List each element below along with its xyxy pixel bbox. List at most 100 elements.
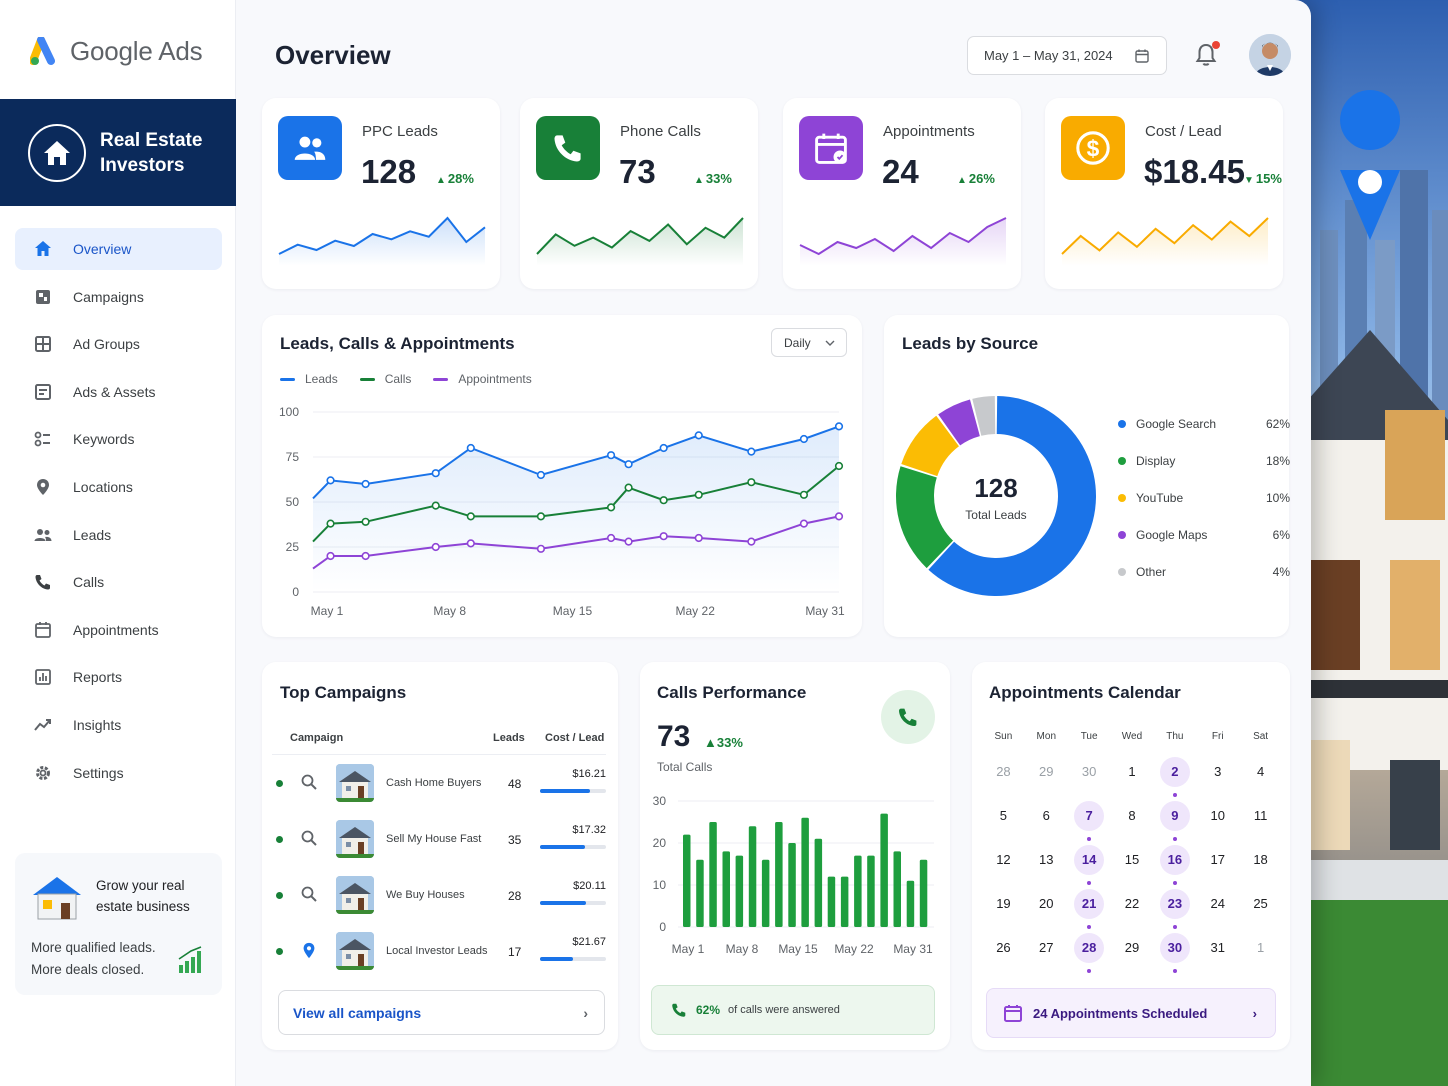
sidebar-item-ad-groups[interactable]: Ad Groups bbox=[15, 323, 222, 365]
user-avatar[interactable] bbox=[1249, 34, 1291, 76]
calendar-day[interactable]: 12 bbox=[996, 852, 1011, 867]
calendar-day[interactable]: 1 bbox=[1128, 764, 1136, 779]
view-all-campaigns-button[interactable]: View all campaigns › bbox=[278, 990, 605, 1035]
cost-bar-fill bbox=[540, 957, 573, 961]
calendar-day-appointment[interactable]: 28 bbox=[1068, 933, 1111, 977]
legend-dot bbox=[1118, 530, 1126, 539]
kpi-card-cost-lead[interactable]: $ Cost / Lead $18.45 ▼ 15% bbox=[1045, 98, 1283, 289]
calendar-day[interactable]: 5 bbox=[999, 808, 1008, 823]
calendar-day[interactable]: 20 bbox=[1039, 896, 1054, 911]
source-name: Display bbox=[1136, 453, 1176, 468]
calendar-day-appointment[interactable]: 9 bbox=[1153, 801, 1196, 845]
sidebar-item-reports[interactable]: Reports bbox=[15, 656, 222, 698]
kpi-card-ppc-leads[interactable]: PPC Leads 128 ▲ 28% bbox=[262, 98, 500, 289]
calendar-day[interactable]: 29 bbox=[1124, 940, 1140, 955]
kpi-delta: ▲ 26% bbox=[957, 171, 995, 186]
calendar-day[interactable]: 31 bbox=[1210, 940, 1225, 955]
calls-bar bbox=[735, 855, 744, 927]
appointments-scheduled-button[interactable]: 24 Appointments Scheduled › bbox=[986, 988, 1276, 1038]
sidebar-nav: Overview Campaigns Ad Groups Ads & Asset… bbox=[15, 228, 222, 799]
calendar-day[interactable]: 1 bbox=[1256, 940, 1265, 955]
sidebar-item-campaigns[interactable]: Campaigns bbox=[15, 276, 222, 318]
data-point bbox=[624, 537, 633, 546]
calendar-day[interactable]: 25 bbox=[1253, 896, 1268, 911]
notifications-button[interactable] bbox=[1193, 41, 1221, 74]
weekday-label: Sun bbox=[994, 731, 1013, 742]
data-point bbox=[326, 519, 335, 528]
campaign-name: Sell My House Fast bbox=[386, 833, 482, 845]
weekday-label: Mon bbox=[1036, 731, 1056, 742]
sidebar-item-leads[interactable]: Leads bbox=[15, 514, 222, 556]
kpi-label: Appointments bbox=[883, 123, 975, 140]
sidebar-item-label: Reports bbox=[73, 669, 123, 686]
sidebar-item-overview[interactable]: Overview bbox=[15, 228, 222, 270]
calendar-day-appointment[interactable]: 21 bbox=[1068, 889, 1111, 933]
calendar-day[interactable]: 30 bbox=[1081, 764, 1097, 779]
sidebar: Google Ads Real Estate Investors Overvie… bbox=[0, 0, 236, 1086]
calendar-week-row: 28 29 30 1 2 3 4 bbox=[982, 757, 1282, 801]
kpi-card-phone-calls[interactable]: Phone Calls 73 ▲ 33% bbox=[520, 98, 758, 289]
source-legend-item: Google Search 62% bbox=[1118, 405, 1290, 442]
x-tick-label: May 22 bbox=[676, 604, 716, 618]
donut-slice-display bbox=[896, 466, 954, 569]
calendar-day[interactable]: 13 bbox=[1039, 852, 1054, 867]
data-point bbox=[747, 478, 756, 487]
calendar-day[interactable]: 18 bbox=[1253, 852, 1268, 867]
sidebar-item-appointments[interactable]: Appointments bbox=[15, 609, 222, 651]
table-row[interactable]: Local Investor Leads 17 $21.67 bbox=[262, 923, 612, 979]
data-point bbox=[606, 503, 616, 512]
sidebar-item-insights[interactable]: Insights bbox=[15, 704, 222, 746]
calendar-day-appointment[interactable]: 14 bbox=[1068, 845, 1111, 889]
data-point bbox=[466, 443, 475, 453]
calendar-day[interactable]: 15 bbox=[1124, 852, 1140, 867]
calendar-day[interactable]: 28 bbox=[996, 764, 1011, 779]
calendar-day-appointment[interactable]: 2 bbox=[1153, 757, 1196, 801]
svg-text:$: $ bbox=[1087, 136, 1100, 162]
sparkline-line bbox=[536, 217, 744, 255]
status-dot bbox=[276, 948, 283, 955]
sidebar-item-label: Overview bbox=[73, 241, 132, 257]
kpi-card-appointments[interactable]: Appointments 24 ▲ 26% bbox=[783, 98, 1021, 289]
sidebar-item-ads-assets[interactable]: Ads & Assets bbox=[15, 371, 222, 413]
calendar-day[interactable]: 8 bbox=[1128, 808, 1136, 823]
calendar-day[interactable]: 27 bbox=[1039, 940, 1054, 955]
y-tick-label: 0 bbox=[292, 585, 299, 599]
calendar-day[interactable]: 22 bbox=[1124, 896, 1140, 911]
calendar-icon bbox=[1134, 49, 1149, 63]
calendar-day[interactable]: 10 bbox=[1210, 808, 1225, 823]
calendar-day-appointment[interactable]: 23 bbox=[1153, 889, 1196, 933]
google-ads-logo[interactable]: Google Ads bbox=[30, 36, 203, 67]
table-row[interactable]: We Buy Houses 28 $20.11 bbox=[262, 867, 612, 923]
sidebar-item-locations[interactable]: Locations bbox=[15, 466, 222, 508]
search-icon bbox=[300, 885, 318, 908]
calendar-day[interactable]: 26 bbox=[996, 940, 1011, 955]
data-point bbox=[799, 519, 809, 528]
cost-bar-fill bbox=[540, 901, 587, 905]
calendar-day[interactable]: 19 bbox=[996, 896, 1011, 911]
calendar-day-appointment[interactable]: 30 bbox=[1153, 933, 1196, 977]
x-tick-label: May 31 bbox=[805, 604, 845, 618]
calendar-day-appointment[interactable]: 7 bbox=[1068, 801, 1111, 845]
client-account-banner[interactable]: Real Estate Investors bbox=[0, 99, 236, 206]
sidebar-item-keywords[interactable]: Keywords bbox=[15, 418, 222, 460]
calls-bar bbox=[801, 817, 809, 927]
campaign-name: We Buy Houses bbox=[386, 889, 465, 901]
calendar-day[interactable]: 17 bbox=[1210, 852, 1225, 867]
calendar-day[interactable]: 3 bbox=[1214, 764, 1222, 779]
campaign-thumbnail bbox=[336, 764, 374, 802]
calendar-day[interactable]: 24 bbox=[1210, 896, 1225, 911]
calendar-day[interactable]: 6 bbox=[1042, 808, 1050, 823]
table-row[interactable]: Sell My House Fast 35 $17.32 bbox=[262, 811, 612, 867]
sidebar-item-settings[interactable]: Settings bbox=[15, 752, 222, 794]
calls-bar bbox=[683, 834, 691, 927]
calendar-day[interactable]: 4 bbox=[1256, 764, 1265, 779]
trend-chart-title: Leads, Calls & Appointments bbox=[280, 334, 515, 353]
x-tick-label: May 22 bbox=[834, 942, 874, 956]
table-row[interactable]: Cash Home Buyers 48 $16.21 bbox=[262, 755, 612, 811]
date-range-picker[interactable]: May 1 – May 31, 2024 bbox=[967, 36, 1167, 75]
calendar-day[interactable]: 29 bbox=[1039, 764, 1054, 779]
granularity-dropdown[interactable]: Daily bbox=[771, 328, 847, 357]
sidebar-item-calls[interactable]: Calls bbox=[15, 561, 222, 603]
calendar-day-appointment[interactable]: 16 bbox=[1153, 845, 1196, 889]
calendar-day[interactable]: 11 bbox=[1253, 808, 1268, 823]
